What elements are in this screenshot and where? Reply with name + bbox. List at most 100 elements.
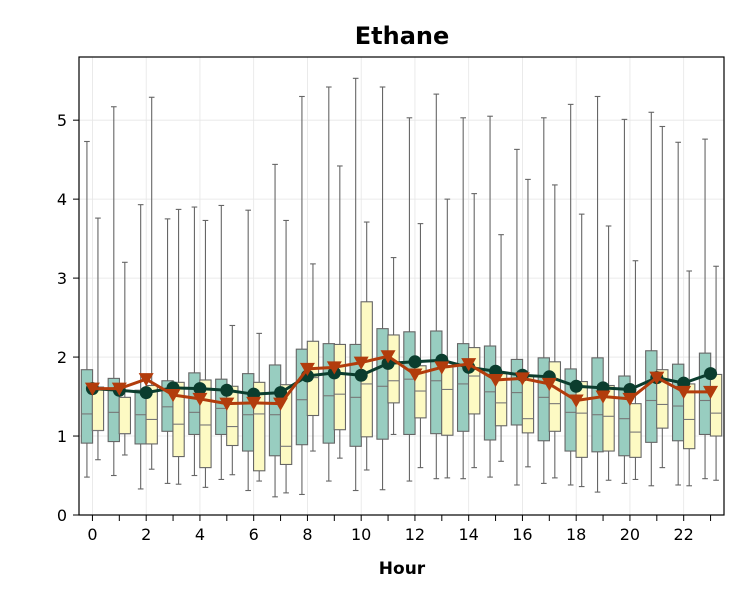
mean-point-hour-7 bbox=[273, 397, 289, 411]
box-hour-15-series-1 bbox=[494, 234, 508, 462]
chart-title: Ethane bbox=[355, 22, 450, 50]
box-hour-14-series-0 bbox=[456, 117, 470, 480]
box-hour-19-series-0 bbox=[591, 95, 604, 493]
mean-point-hour-10 bbox=[353, 356, 369, 370]
box-hour-4-series-1 bbox=[199, 219, 212, 488]
box-hour-17-series-0 bbox=[537, 117, 550, 484]
mean-point-hour-3 bbox=[165, 388, 181, 403]
mean-point-hour-4 bbox=[193, 382, 207, 396]
axes-frame bbox=[78, 56, 725, 516]
box-hour-14-series-1 bbox=[468, 193, 481, 469]
box-iqr bbox=[468, 347, 481, 415]
mean-point-hour-4 bbox=[192, 392, 208, 407]
box-hour-1-series-0 bbox=[107, 106, 120, 477]
mean-point-hour-8 bbox=[299, 362, 315, 377]
box-hour-18-series-0 bbox=[564, 103, 577, 486]
box-iqr bbox=[671, 363, 685, 442]
box-iqr bbox=[656, 369, 669, 429]
box-hour-16-series-1 bbox=[521, 178, 535, 468]
box-hour-4-series-0 bbox=[188, 206, 201, 477]
box-hour-5-series-0 bbox=[215, 204, 228, 481]
box-hour-15-series-0 bbox=[483, 115, 497, 478]
box-hour-8-series-0 bbox=[295, 95, 309, 496]
box-iqr bbox=[118, 396, 132, 435]
box-hour-21-series-1 bbox=[656, 125, 669, 469]
mean-point-hour-0 bbox=[84, 382, 100, 396]
box-iqr bbox=[322, 343, 335, 444]
mean-point-hour-19 bbox=[595, 390, 611, 404]
grid-lines bbox=[79, 57, 724, 516]
x-tick-label: 14 bbox=[459, 525, 479, 544]
box-hour-12-series-0 bbox=[403, 117, 416, 482]
mean-point-hour-13 bbox=[434, 361, 450, 375]
box-iqr bbox=[226, 385, 239, 447]
box-iqr bbox=[575, 380, 588, 458]
x-tick-label: 12 bbox=[405, 525, 425, 544]
mean-point-hour-10 bbox=[354, 368, 368, 382]
box-iqr bbox=[483, 345, 497, 441]
box-iqr bbox=[188, 372, 201, 436]
box-iqr bbox=[629, 403, 642, 458]
x-tick-label: 20 bbox=[620, 525, 640, 544]
y-tick-label: 1 bbox=[57, 427, 67, 446]
box-hour-9-series-0 bbox=[322, 86, 335, 482]
mean-point-hour-9 bbox=[326, 361, 342, 375]
box-hour-7-series-1 bbox=[279, 219, 293, 494]
box-hour-10-series-1 bbox=[360, 221, 373, 471]
x-tick-label: 2 bbox=[141, 525, 151, 544]
x-tick-label: 4 bbox=[195, 525, 205, 544]
mean-point-hour-12 bbox=[407, 368, 423, 382]
mean-point-hour-2 bbox=[139, 386, 153, 400]
box-iqr bbox=[172, 381, 185, 458]
box-hour-2-series-1 bbox=[145, 96, 158, 470]
mean-point-hour-2 bbox=[138, 373, 154, 387]
box-hour-11-series-1 bbox=[387, 257, 400, 436]
box-hour-18-series-1 bbox=[575, 213, 588, 488]
mean-point-hour-22 bbox=[676, 385, 692, 399]
y-tick-label: 4 bbox=[57, 190, 67, 209]
box-iqr bbox=[456, 343, 470, 432]
box-iqr bbox=[414, 365, 427, 419]
mean-point-hour-15 bbox=[488, 373, 504, 388]
mean-point-hour-7 bbox=[274, 386, 288, 400]
x-tick-label: 6 bbox=[249, 525, 259, 544]
box-series-1 bbox=[91, 96, 723, 494]
box-iqr bbox=[80, 369, 94, 444]
x-tick-label: 8 bbox=[302, 525, 312, 544]
box-hour-12-series-1 bbox=[414, 223, 427, 469]
mean-point-hour-5 bbox=[220, 383, 234, 397]
box-hour-20-series-0 bbox=[618, 118, 631, 484]
box-iqr bbox=[430, 330, 443, 435]
box-hour-8-series-1 bbox=[306, 263, 320, 452]
mean-point-hour-12 bbox=[408, 355, 422, 369]
box-iqr bbox=[268, 364, 282, 457]
box-hour-17-series-1 bbox=[548, 184, 562, 479]
box-hour-21-series-0 bbox=[645, 111, 658, 487]
box-iqr bbox=[521, 375, 535, 434]
box-iqr bbox=[376, 328, 389, 440]
mean-line-series-1 bbox=[92, 354, 711, 406]
box-iqr bbox=[333, 343, 347, 431]
x-axis-label: Hour bbox=[379, 559, 426, 579]
mean-point-hour-11 bbox=[380, 350, 396, 364]
box-hour-22-series-0 bbox=[671, 141, 685, 486]
box-hour-0-series-0 bbox=[80, 140, 94, 478]
x-tick-label: 22 bbox=[674, 525, 694, 544]
box-hour-19-series-1 bbox=[602, 225, 615, 481]
y-tick-label: 2 bbox=[57, 348, 67, 367]
box-hour-10-series-0 bbox=[349, 77, 362, 492]
box-hour-16-series-0 bbox=[510, 148, 524, 486]
y-tick-label: 3 bbox=[57, 269, 67, 288]
box-hour-20-series-1 bbox=[629, 260, 642, 481]
mean-point-hour-16 bbox=[514, 372, 530, 386]
mean-point-hour-6 bbox=[246, 396, 262, 410]
mean-point-hour-20 bbox=[622, 392, 638, 407]
box-iqr bbox=[253, 381, 266, 472]
box-hour-0-series-1 bbox=[91, 217, 105, 461]
mean-point-hour-5 bbox=[219, 397, 235, 411]
box-hour-11-series-0 bbox=[376, 86, 389, 491]
x-tick-label: 0 bbox=[87, 525, 97, 544]
box-iqr bbox=[403, 331, 416, 436]
box-hour-2-series-0 bbox=[134, 204, 147, 490]
mean-point-hour-21 bbox=[649, 371, 665, 385]
